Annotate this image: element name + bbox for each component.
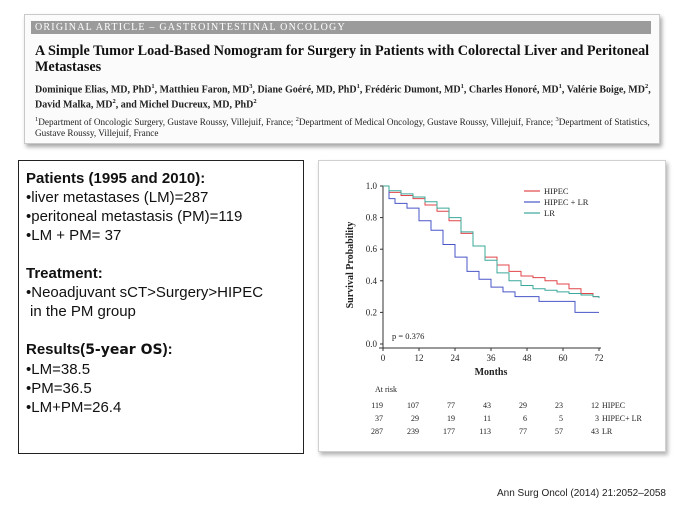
author-name: Frédéric Dumont, MD (364, 84, 461, 96)
author-name: Valérie Boige, MD (566, 84, 645, 96)
article-affiliations: 1Department of Oncologic Surgery, Gustav… (35, 116, 650, 138)
treatment-heading: Treatment: (26, 265, 103, 282)
citation: Ann Surg Oncol (2014) 21:2052–2058 (496, 488, 666, 499)
p-value-annotation: p = 0.376 (392, 331, 424, 341)
y-tick-label: 1.0 (366, 181, 378, 191)
at-risk-row-label: HIPEC+ LR (602, 414, 643, 423)
at-risk-value: 23 (555, 401, 563, 410)
at-risk-value: 107 (407, 401, 419, 410)
at-risk-value: 239 (407, 427, 419, 436)
results-item: •LM+PM=26.4 (26, 399, 122, 416)
series-line-lr (383, 185, 600, 299)
x-tick-label: 24 (451, 353, 461, 363)
patients-item: •peritoneal metastasis (PM)=119 (26, 208, 243, 225)
at-risk-value: 37 (375, 414, 383, 423)
x-tick-label: 12 (415, 353, 424, 363)
x-tick-label: 0 (381, 353, 386, 363)
survival-chart-panel: 0.0 0.2 0.4 0.6 0.8 1.0 0 12 24 36 48 60 72 Months Sur… (318, 160, 666, 452)
treatment-item-continued: in the PM group (30, 303, 136, 320)
y-axis-label: Survival Probability (345, 222, 356, 309)
y-tick-label: 0.6 (366, 244, 378, 254)
y-tick-label: 0.4 (366, 276, 378, 286)
x-axis-label: Months (475, 367, 508, 378)
legend-label: LR (544, 208, 555, 218)
affiliation: Department of Oncologic Surgery, Gustave… (38, 117, 296, 128)
at-risk-value: 19 (447, 414, 455, 423)
at-risk-value: 119 (371, 401, 383, 410)
author-name: Charles Honoré, MD (468, 84, 559, 96)
at-risk-value: 77 (519, 427, 527, 436)
affiliation: Department of Medical Oncology, Gustave … (298, 117, 556, 128)
at-risk-value: 11 (483, 414, 491, 423)
at-risk-value: 5 (559, 414, 563, 423)
at-risk-row-label: LR (602, 427, 613, 436)
x-tick-label: 72 (595, 353, 604, 363)
affiliation: Department of Statistics, Gustave Roussy… (35, 117, 650, 138)
at-risk-value: 12 (591, 401, 599, 410)
article-authors: Dominique Elias, MD, PhD1, Matthieu Faro… (35, 83, 651, 111)
y-tick-label: 0.0 (366, 339, 378, 349)
legend-label: HIPEC + LR (544, 197, 589, 207)
x-tick-label: 48 (523, 353, 533, 363)
at-risk-label: At risk (375, 385, 397, 394)
author-name: Matthieu Faron, MD (159, 84, 250, 96)
article-title: A Simple Tumor Load-Based Nomogram for S… (35, 43, 650, 75)
treatment-item: •Neoadjuvant sCT>Surgery>HIPEC (26, 284, 264, 301)
article-banner: ORIGINAL ARTICLE – GASTROINTESTINAL ONCO… (31, 21, 651, 34)
author-name: and Michel Ducreux, MD, PhD (120, 99, 254, 111)
at-risk-row-label: HIPEC (602, 401, 625, 410)
author-name: David Malka, MD (35, 99, 113, 111)
at-risk-value: 43 (483, 401, 491, 410)
survival-chart: 0.00.20.40.60.81.00 12 24 36 48 60 72MonthsSur… (345, 181, 643, 436)
x-tick-label: 60 (559, 353, 569, 363)
at-risk-value: 29 (411, 414, 419, 423)
at-risk-value: 3 (595, 414, 599, 423)
series-line-hipec-lr (383, 185, 599, 313)
at-risk-value: 77 (447, 401, 455, 410)
x-tick-label: 36 (487, 353, 497, 363)
results-item: •LM=38.5 (26, 361, 91, 378)
at-risk-value: 43 (591, 427, 599, 436)
results-heading: Results(5-year OS): (26, 341, 173, 358)
author-name: Diane Goéré, MD, PhD (257, 84, 357, 96)
at-risk-value: 177 (443, 427, 455, 436)
at-risk-value: 287 (371, 427, 383, 436)
summary-box: Patients (1995 and 2010): •liver metasta… (18, 160, 304, 454)
at-risk-value: 6 (523, 414, 527, 423)
patients-heading: Patients (1995 and 2010): (26, 170, 206, 187)
patients-item: •LM + PM= 37 (26, 227, 122, 244)
article-header: ORIGINAL ARTICLE – GASTROINTESTINAL ONCO… (24, 14, 660, 144)
y-tick-label: 0.2 (366, 307, 377, 317)
author-name: Dominique Elias, MD, PhD (35, 84, 152, 96)
results-item: •PM=36.5 (26, 380, 92, 397)
at-risk-value: 29 (519, 401, 527, 410)
at-risk-value: 113 (479, 427, 491, 436)
series-line-hipec (383, 185, 599, 298)
patients-item: •liver metastases (LM)=287 (26, 189, 209, 206)
at-risk-value: 57 (555, 427, 563, 436)
y-tick-label: 0.8 (366, 213, 378, 223)
legend-label: HIPEC (544, 186, 569, 196)
